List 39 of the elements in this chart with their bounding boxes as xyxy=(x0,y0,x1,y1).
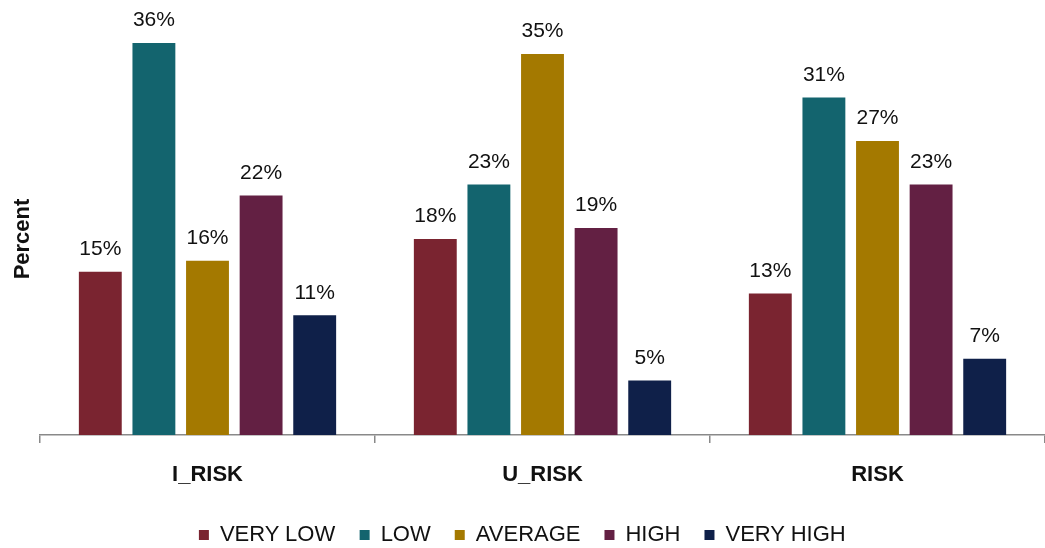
bar xyxy=(856,141,899,435)
data-label: 23% xyxy=(910,148,953,172)
bar xyxy=(413,239,457,435)
data-label: 15% xyxy=(79,235,122,259)
bar xyxy=(78,271,122,435)
legend-label: VERY HIGH xyxy=(725,521,846,547)
bar xyxy=(521,53,564,435)
bar xyxy=(909,184,953,435)
data-label: 31% xyxy=(802,61,845,85)
legend-label: LOW xyxy=(380,521,431,547)
data-label: 7% xyxy=(969,323,1000,347)
bar xyxy=(628,380,672,435)
bar xyxy=(802,97,846,435)
data-label: 27% xyxy=(856,105,899,129)
legend-label: AVERAGE xyxy=(475,521,581,547)
data-label: 16% xyxy=(186,225,229,249)
x-tick-label: RISK xyxy=(851,461,904,487)
legend-label: VERY LOW xyxy=(219,521,336,547)
y-axis-title: Percent xyxy=(9,197,35,280)
data-label: 18% xyxy=(414,203,457,227)
bar xyxy=(132,43,176,435)
data-label: 13% xyxy=(749,257,792,281)
x-tick-label: I_RISK xyxy=(172,461,244,487)
data-label: 35% xyxy=(521,18,564,42)
bar xyxy=(963,358,1007,435)
data-label: 19% xyxy=(575,192,618,216)
bar xyxy=(748,293,792,435)
data-label: 23% xyxy=(467,148,510,172)
bar xyxy=(186,260,229,435)
x-tick-label: U_RISK xyxy=(502,461,583,487)
data-label: 22% xyxy=(240,159,283,183)
data-label: 36% xyxy=(132,7,175,31)
bar xyxy=(239,195,283,435)
bar xyxy=(467,184,511,435)
bar xyxy=(293,315,337,435)
data-label: 5% xyxy=(634,344,665,368)
data-label: 11% xyxy=(294,279,335,303)
bar xyxy=(574,228,618,435)
legend-label: HIGH xyxy=(625,521,681,547)
